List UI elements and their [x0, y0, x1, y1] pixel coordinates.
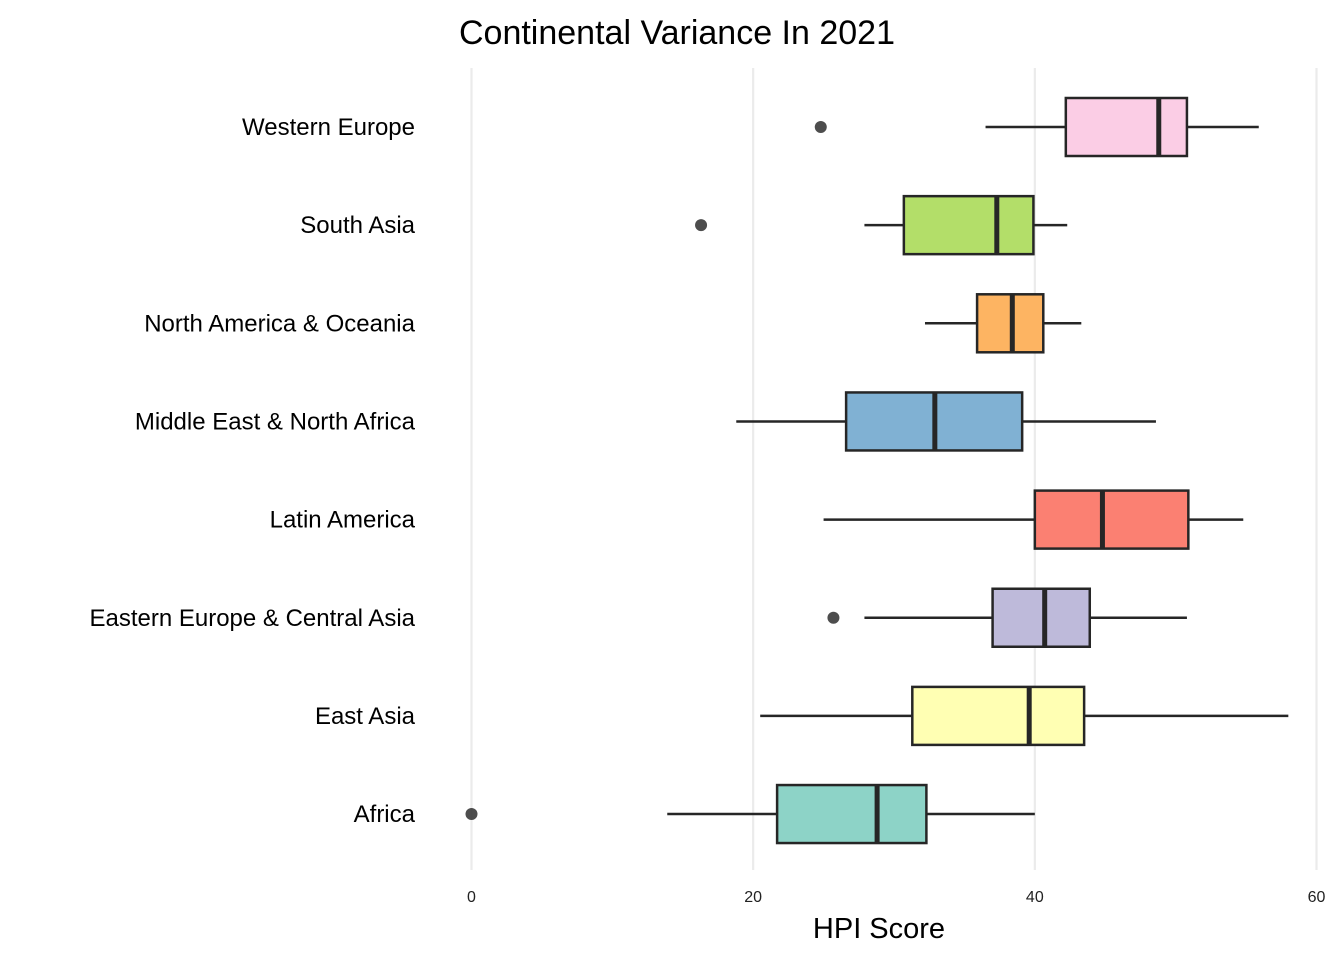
category-label-north-america-and-oceania: North America & Oceania — [144, 310, 415, 337]
category-label-east-asia: East Asia — [315, 703, 416, 730]
x-tick-label: 60 — [1308, 889, 1326, 906]
chart-title: Continental Variance In 2021 — [459, 14, 895, 52]
x-axis-ticks: 0 20 40 60 — [467, 889, 1325, 906]
iqr-box — [1033, 489, 1190, 550]
x-tick-label: 0 — [467, 889, 476, 906]
category-label-latin-america: Latin America — [270, 507, 416, 534]
outlier-point — [465, 808, 478, 821]
iqr-box — [991, 587, 1092, 648]
category-label-africa: Africa — [354, 801, 416, 828]
box-western-europe — [814, 96, 1259, 158]
outlier-point — [827, 611, 840, 624]
category-label-western-europe: Western Europe — [242, 114, 415, 141]
x-tick-label: 40 — [1026, 889, 1044, 906]
outlier-point — [814, 121, 827, 133]
box-south-asia — [695, 194, 1068, 256]
box-eastern-europe-and-central-asia — [827, 587, 1187, 648]
box-layer — [465, 96, 1289, 845]
iqr-box — [775, 783, 928, 845]
iqr-box — [1064, 96, 1189, 158]
box-east-asia — [760, 685, 1289, 747]
box-north-america-and-oceania — [924, 293, 1082, 354]
x-tick-label: 20 — [744, 889, 762, 906]
box-latin-america — [823, 489, 1244, 550]
iqr-box — [902, 194, 1035, 256]
outlier-point — [695, 219, 708, 232]
category-label-eastern-europe-and-central-asia: Eastern Europe & Central Asia — [89, 605, 415, 632]
x-axis-title: HPI Score — [813, 913, 945, 945]
box-africa — [465, 783, 1035, 845]
iqr-box — [911, 685, 1086, 747]
box-middle-east-and-north-africa — [736, 391, 1156, 452]
gridlines — [470, 68, 1318, 870]
category-label-middle-east-and-north-africa: Middle East & North Africa — [135, 408, 416, 435]
category-labels: Western Europe South Asia North America & … — [89, 114, 415, 828]
category-label-south-asia: South Asia — [300, 212, 415, 239]
